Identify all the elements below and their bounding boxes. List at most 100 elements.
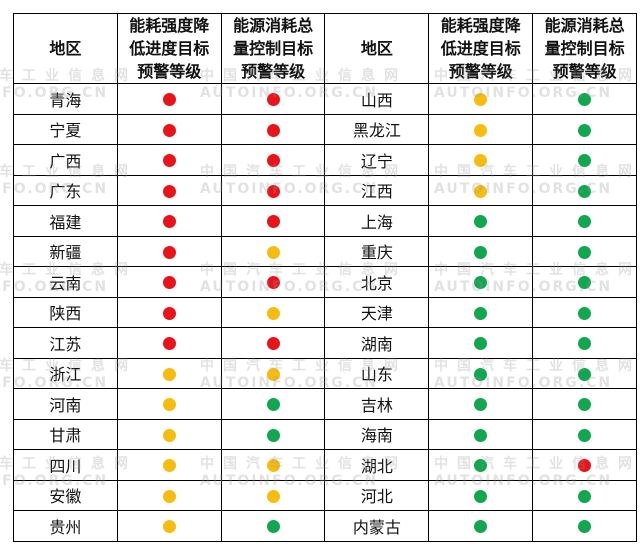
status-dot-red (266, 337, 280, 351)
status-dot-yellow (266, 459, 280, 473)
region-cell: 甘肃 (13, 418, 118, 450)
header-region-left: 地区 (13, 13, 118, 84)
header-text: 能耗强度降 (440, 16, 521, 35)
total-level-cell (532, 418, 637, 450)
status-dot-green (578, 428, 592, 442)
intensity-level-cell (428, 296, 534, 328)
status-dot-red (162, 93, 176, 107)
region-cell: 云南 (13, 266, 118, 298)
total-level-cell (532, 327, 637, 359)
region-cell: 吉林 (324, 388, 430, 420)
intensity-level-cell (428, 174, 534, 206)
header-total-left: 能源消耗总 量控制目标 预警等级 (220, 13, 326, 84)
status-dot-green (474, 398, 488, 412)
status-dot-yellow (162, 428, 176, 442)
region-cell: 湖北 (324, 449, 430, 481)
status-dot-green (578, 520, 592, 534)
header-text: 量控制目标 (233, 39, 314, 58)
total-level-cell (220, 113, 326, 145)
status-dot-green (578, 154, 592, 168)
region-cell: 陕西 (13, 296, 118, 328)
status-dot-green (578, 306, 592, 320)
status-dot-green (578, 489, 592, 503)
region-cell: 宁夏 (13, 113, 118, 145)
total-level-cell (220, 479, 326, 511)
header-text: 量控制目标 (544, 39, 625, 58)
intensity-level-cell (428, 510, 534, 542)
status-dot-green (474, 520, 488, 534)
region-cell: 江苏 (13, 327, 118, 359)
region-cell: 安徽 (13, 479, 118, 511)
region-cell: 广东 (13, 174, 118, 206)
intensity-level-cell (116, 510, 222, 542)
total-level-cell (532, 388, 637, 420)
total-level-cell (220, 205, 326, 237)
status-dot-red (266, 276, 280, 290)
header-text: 地区 (360, 39, 393, 58)
status-dot-red (266, 215, 280, 229)
header-text: 预警等级 (137, 62, 202, 81)
total-level-cell (532, 83, 637, 115)
total-level-cell (532, 266, 637, 298)
status-dot-green (474, 276, 488, 290)
status-dot-green (474, 489, 488, 503)
table-row: 新疆 重庆 (13, 235, 637, 267)
region-cell: 重庆 (324, 235, 430, 267)
intensity-level-cell (116, 357, 222, 389)
total-level-cell (220, 144, 326, 176)
intensity-level-cell (116, 418, 222, 450)
header-total-right: 能源消耗总 量控制目标 预警等级 (532, 13, 637, 84)
region-cell: 贵州 (13, 510, 118, 542)
header-text: 能源消耗总 (233, 16, 314, 35)
total-level-cell (220, 388, 326, 420)
table-row: 四川 湖北 (13, 449, 637, 481)
status-dot-green (578, 398, 592, 412)
status-dot-green (474, 337, 488, 351)
status-dot-yellow (266, 489, 280, 503)
header-intensity-right: 能耗强度降 低进度目标 预警等级 (428, 13, 534, 84)
status-dot-green (578, 184, 592, 198)
intensity-level-cell (116, 296, 222, 328)
total-level-cell (220, 296, 326, 328)
region-cell: 内蒙古 (324, 510, 430, 542)
intensity-level-cell (116, 266, 222, 298)
status-dot-red (266, 123, 280, 137)
intensity-level-cell (428, 205, 534, 237)
region-cell: 山东 (324, 357, 430, 389)
total-level-cell (220, 174, 326, 206)
status-dot-green (474, 245, 488, 259)
status-dot-red (162, 154, 176, 168)
status-dot-yellow (266, 306, 280, 320)
region-cell: 新疆 (13, 235, 118, 267)
region-cell: 黑龙江 (324, 113, 430, 145)
region-cell: 福建 (13, 205, 118, 237)
status-dot-green (578, 215, 592, 229)
intensity-level-cell (428, 357, 534, 389)
status-dot-red (162, 245, 176, 259)
status-dot-yellow (162, 367, 176, 381)
intensity-level-cell (428, 388, 534, 420)
status-dot-yellow (474, 184, 488, 198)
table-row: 安徽 河北 (13, 479, 637, 511)
intensity-level-cell (116, 113, 222, 145)
intensity-level-cell (428, 418, 534, 450)
total-level-cell (220, 510, 326, 542)
header-text: 能耗强度降 (129, 16, 210, 35)
status-dot-yellow (162, 520, 176, 534)
status-dot-yellow (162, 398, 176, 412)
status-dot-red (162, 337, 176, 351)
table-row: 河南 吉林 (13, 388, 637, 420)
status-dot-green (474, 367, 488, 381)
total-level-cell (532, 357, 637, 389)
total-level-cell (220, 266, 326, 298)
table-row: 青海 山西 (13, 83, 637, 115)
status-dot-red (162, 306, 176, 320)
region-cell: 河南 (13, 388, 118, 420)
total-level-cell (532, 174, 637, 206)
total-level-cell (220, 449, 326, 481)
intensity-level-cell (428, 113, 534, 145)
total-level-cell (532, 510, 637, 542)
total-level-cell (532, 235, 637, 267)
intensity-level-cell (116, 479, 222, 511)
warning-level-table: 地区 能耗强度降 低进度目标 预警等级 能源消耗总 量控制目标 预警等级 地区 能耗强度… (13, 13, 637, 542)
